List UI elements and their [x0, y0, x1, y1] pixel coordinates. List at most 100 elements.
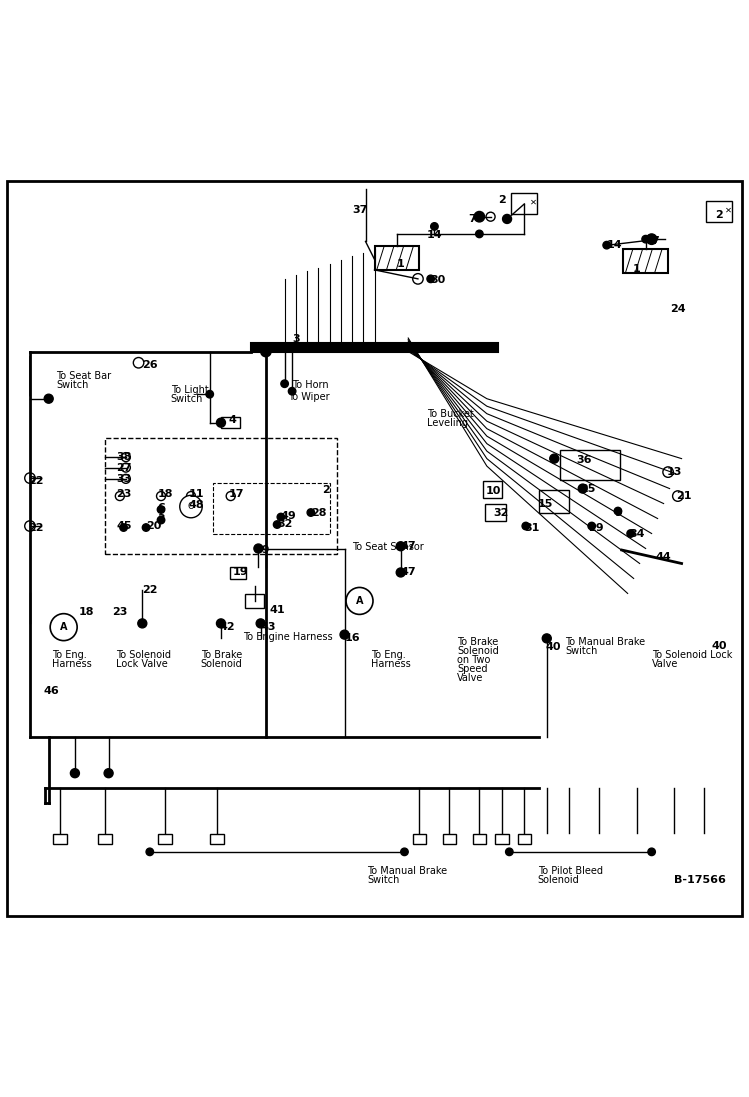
Text: ✕: ✕ [724, 205, 732, 214]
Text: 22: 22 [28, 522, 44, 532]
Bar [539, 490, 569, 512]
Text: 6: 6 [157, 504, 166, 513]
Text: 27: 27 [116, 463, 132, 473]
Text: 26: 26 [142, 360, 158, 370]
Circle shape [413, 273, 423, 284]
Text: 38: 38 [116, 452, 132, 462]
Circle shape [142, 523, 150, 531]
Circle shape [254, 544, 263, 553]
Text: 2: 2 [322, 485, 330, 495]
Text: 41: 41 [270, 604, 285, 615]
Text: 22: 22 [28, 476, 44, 486]
Text: 22: 22 [142, 585, 158, 595]
Circle shape [44, 394, 53, 404]
Circle shape [187, 491, 195, 500]
Circle shape [121, 474, 130, 484]
Text: 11: 11 [189, 489, 204, 499]
Circle shape [216, 619, 225, 627]
Text: 25: 25 [580, 484, 596, 494]
Text: Switch: Switch [56, 381, 88, 391]
Text: To Light: To Light [171, 385, 208, 395]
Text: Solenoid: Solenoid [201, 659, 243, 669]
Text: 20: 20 [146, 521, 162, 531]
Text: 30: 30 [431, 275, 446, 285]
Circle shape [431, 223, 438, 230]
Bar [495, 834, 509, 845]
Text: 28: 28 [311, 508, 327, 518]
Circle shape [474, 212, 485, 222]
Circle shape [578, 484, 587, 493]
Circle shape [588, 522, 595, 530]
Text: Valve: Valve [457, 674, 483, 683]
Text: 42: 42 [219, 622, 235, 632]
Text: 33: 33 [116, 474, 131, 484]
Circle shape [133, 358, 144, 367]
Circle shape [307, 509, 315, 517]
Text: 14: 14 [427, 230, 443, 240]
Bar [251, 342, 498, 351]
Circle shape [256, 619, 265, 627]
Text: 31: 31 [524, 522, 540, 532]
Circle shape [120, 523, 127, 531]
Text: 36: 36 [577, 455, 592, 465]
Text: 29: 29 [588, 522, 604, 532]
Circle shape [522, 522, 530, 530]
Text: 48: 48 [189, 500, 204, 510]
Circle shape [261, 347, 271, 357]
Circle shape [146, 848, 154, 856]
Text: 15: 15 [538, 498, 554, 509]
Text: 3: 3 [292, 333, 300, 343]
Text: 46: 46 [43, 686, 59, 695]
Text: To Bucket: To Bucket [427, 409, 473, 419]
Text: 7: 7 [468, 214, 476, 224]
Circle shape [25, 521, 35, 531]
Bar [158, 834, 172, 845]
Text: To Solenoid Lock: To Solenoid Lock [652, 649, 732, 660]
Circle shape [646, 234, 657, 245]
Circle shape [226, 491, 235, 500]
Circle shape [70, 769, 79, 778]
Circle shape [476, 230, 483, 238]
Circle shape [206, 391, 213, 398]
Bar [210, 834, 224, 845]
Text: 10: 10 [485, 486, 501, 496]
Bar [473, 834, 486, 845]
Text: To Brake: To Brake [457, 637, 498, 647]
Circle shape [396, 568, 405, 577]
Text: To Wiper: To Wiper [288, 393, 330, 403]
Text: B-17566: B-17566 [674, 874, 726, 884]
Circle shape [157, 506, 165, 513]
Text: Valve: Valve [652, 659, 678, 669]
Bar [485, 505, 506, 521]
Text: 23: 23 [116, 489, 132, 499]
Text: Lock Valve: Lock Valve [116, 659, 168, 669]
Text: Speed: Speed [457, 664, 488, 674]
Text: 24: 24 [670, 304, 686, 314]
Text: 39: 39 [255, 545, 270, 555]
Text: 43: 43 [261, 622, 276, 632]
Text: 21: 21 [676, 491, 692, 501]
Circle shape [486, 212, 495, 222]
Text: 47: 47 [401, 541, 416, 552]
Bar [230, 567, 246, 579]
Text: 37: 37 [352, 205, 368, 215]
Text: 32: 32 [277, 519, 293, 529]
Circle shape [550, 454, 559, 463]
Text: To Manual Brake: To Manual Brake [565, 637, 646, 647]
Bar [483, 482, 502, 498]
Text: 45: 45 [116, 521, 132, 531]
Text: O: O [188, 502, 194, 511]
Bar [98, 834, 112, 845]
Text: 34: 34 [629, 529, 645, 539]
Circle shape [121, 453, 130, 462]
Text: To Solenoid: To Solenoid [116, 649, 171, 660]
Circle shape [401, 848, 408, 856]
Text: 40: 40 [712, 641, 727, 651]
Bar [105, 439, 337, 554]
Bar [518, 834, 531, 845]
Text: Switch: Switch [367, 874, 399, 884]
Text: To Horn: To Horn [292, 381, 329, 391]
Text: To Seat Bar: To Seat Bar [56, 371, 112, 382]
Circle shape [603, 241, 610, 249]
Circle shape [340, 630, 349, 640]
